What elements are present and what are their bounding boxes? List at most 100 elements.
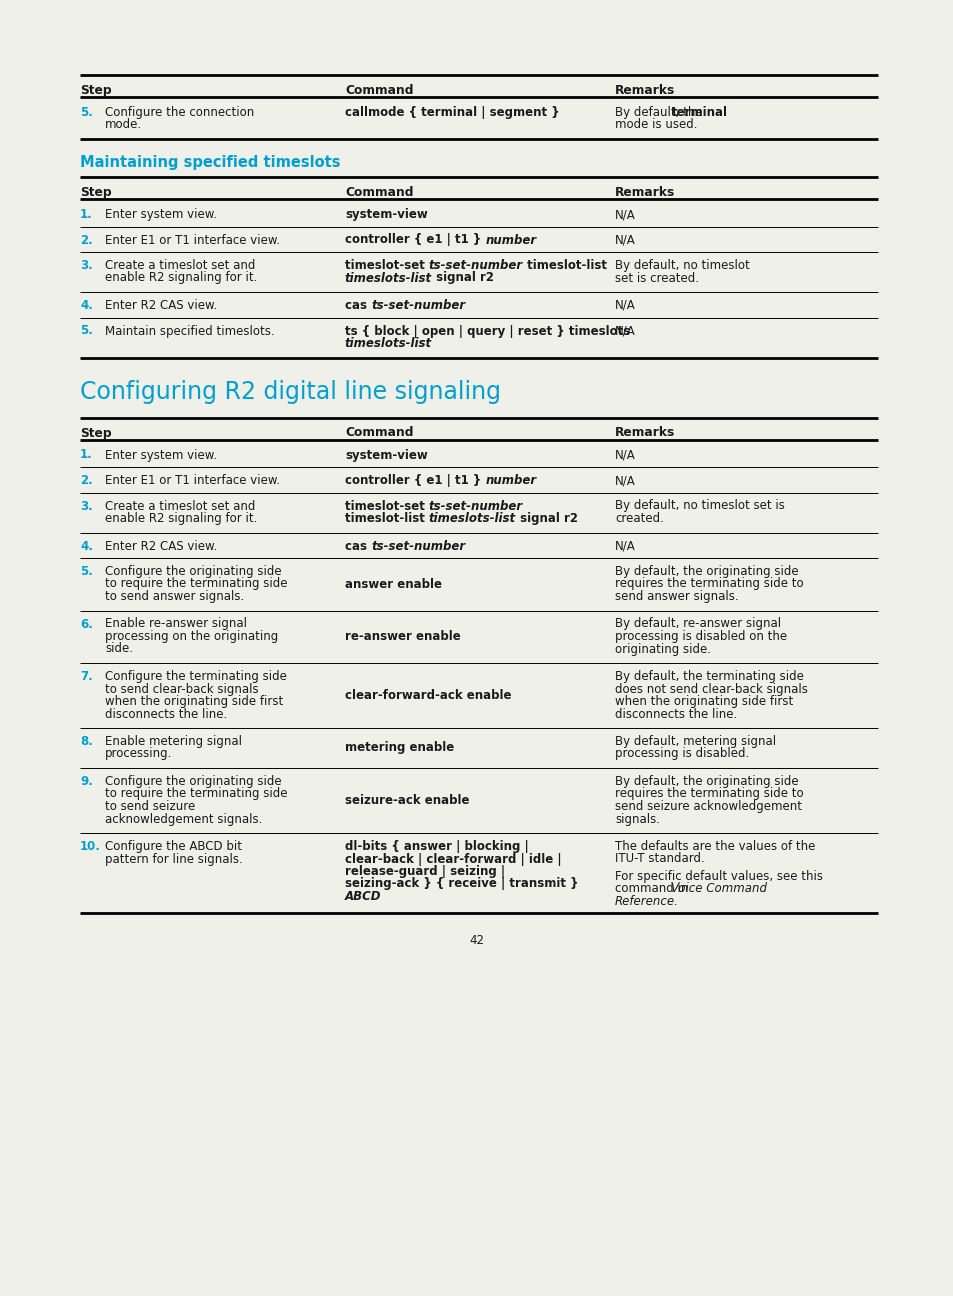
Text: dl-bits { answer | blocking |: dl-bits { answer | blocking | [345,840,528,853]
Text: Configuring R2 digital line signaling: Configuring R2 digital line signaling [80,380,500,403]
Text: mode is used.: mode is used. [615,118,697,131]
Text: requires the terminating side to: requires the terminating side to [615,578,802,591]
Text: 1.: 1. [80,207,92,222]
Text: 2.: 2. [80,233,92,246]
Text: mode.: mode. [105,118,142,131]
Text: For specific default values, see this: For specific default values, see this [615,870,822,883]
Text: Command: Command [345,84,413,97]
Text: system-view: system-view [345,448,427,461]
Text: 10.: 10. [80,840,101,853]
Text: By default, no timeslot: By default, no timeslot [615,259,749,272]
Text: 4.: 4. [80,539,92,552]
Text: By default, the: By default, the [615,106,705,119]
Text: timeslot-list: timeslot-list [345,512,429,525]
Text: processing is disabled on the: processing is disabled on the [615,630,786,643]
Text: ts-set-number: ts-set-number [429,259,522,272]
Text: 5.: 5. [80,324,92,337]
Text: By default, metering signal: By default, metering signal [615,735,776,748]
Text: Step: Step [80,187,112,200]
Text: set is created.: set is created. [615,271,699,285]
Text: Reference.: Reference. [615,896,679,908]
Text: 6.: 6. [80,617,92,630]
Text: requires the terminating side to: requires the terminating side to [615,788,802,801]
Text: Enter system view.: Enter system view. [105,448,216,461]
Text: terminal: terminal [671,106,727,119]
Text: disconnects the line.: disconnects the line. [105,708,227,721]
Text: when the originating side first: when the originating side first [615,695,792,708]
Text: 5.: 5. [80,565,92,578]
Text: 7.: 7. [80,670,92,683]
Text: created.: created. [615,512,663,525]
Text: N/A: N/A [615,324,635,337]
Text: system-view: system-view [345,207,427,222]
Text: Remarks: Remarks [615,187,675,200]
Text: Configure the terminating side: Configure the terminating side [105,670,287,683]
Text: By default, the terminating side: By default, the terminating side [615,670,803,683]
Text: acknowledgement signals.: acknowledgement signals. [105,813,262,826]
Text: cas: cas [345,539,371,552]
Text: 42: 42 [469,934,484,947]
Text: timeslots-list: timeslots-list [345,337,432,350]
Text: timeslot-list: timeslot-list [522,259,606,272]
Text: number: number [485,233,536,246]
Text: ITU-T standard.: ITU-T standard. [615,853,704,866]
Text: N/A: N/A [615,207,635,222]
Text: enable R2 signaling for it.: enable R2 signaling for it. [105,271,257,285]
Text: enable R2 signaling for it.: enable R2 signaling for it. [105,512,257,525]
Text: N/A: N/A [615,539,635,552]
Text: controller { e1 | t1 }: controller { e1 | t1 } [345,474,485,487]
Text: Configure the ABCD bit: Configure the ABCD bit [105,840,242,853]
Text: The defaults are the values of the: The defaults are the values of the [615,840,815,853]
Text: clear-back | clear-forward | idle |: clear-back | clear-forward | idle | [345,853,561,866]
Text: ts { block | open | query | reset } timeslots: ts { block | open | query | reset } time… [345,324,630,337]
Text: send answer signals.: send answer signals. [615,590,738,603]
Text: processing is disabled.: processing is disabled. [615,748,748,761]
Text: timeslots-list: timeslots-list [345,271,432,285]
Text: seizure-ack enable: seizure-ack enable [345,793,469,806]
Text: Configure the originating side: Configure the originating side [105,565,281,578]
Text: signal r2: signal r2 [516,512,578,525]
Text: N/A: N/A [615,233,635,246]
Text: send seizure acknowledgement: send seizure acknowledgement [615,800,801,813]
Text: to send answer signals.: to send answer signals. [105,590,244,603]
Text: Step: Step [80,426,112,439]
Text: Voice Command: Voice Command [670,883,766,896]
Text: ts-set-number: ts-set-number [371,539,465,552]
Text: N/A: N/A [615,474,635,487]
Text: 3.: 3. [80,499,92,512]
Text: N/A: N/A [615,299,635,312]
Text: controller { e1 | t1 }: controller { e1 | t1 } [345,233,485,246]
Text: to send clear-back signals: to send clear-back signals [105,683,258,696]
Text: re-answer enable: re-answer enable [345,630,460,643]
Text: By default, the originating side: By default, the originating side [615,775,798,788]
Text: ts-set-number: ts-set-number [429,499,522,512]
Text: Maintaining specified timeslots: Maintaining specified timeslots [80,156,340,170]
Text: processing on the originating: processing on the originating [105,630,278,643]
Text: pattern for line signals.: pattern for line signals. [105,853,242,866]
Text: Enter R2 CAS view.: Enter R2 CAS view. [105,539,217,552]
Text: Configure the connection: Configure the connection [105,106,254,119]
Text: number: number [485,474,536,487]
Text: Enter E1 or T1 interface view.: Enter E1 or T1 interface view. [105,474,280,487]
Text: release-guard | seizing |: release-guard | seizing | [345,864,504,877]
Text: signals.: signals. [615,813,659,826]
Text: to require the terminating side: to require the terminating side [105,578,287,591]
Text: Enter E1 or T1 interface view.: Enter E1 or T1 interface view. [105,233,280,246]
Text: command in: command in [615,883,691,896]
Text: disconnects the line.: disconnects the line. [615,708,737,721]
Text: timeslot-set: timeslot-set [345,259,429,272]
Text: timeslot-set: timeslot-set [345,499,429,512]
Text: signal r2: signal r2 [432,271,494,285]
Text: when the originating side first: when the originating side first [105,695,283,708]
Text: 4.: 4. [80,299,92,312]
Text: processing.: processing. [105,748,172,761]
Text: Configure the originating side: Configure the originating side [105,775,281,788]
Text: does not send clear-back signals: does not send clear-back signals [615,683,807,696]
Text: to send seizure: to send seizure [105,800,195,813]
Text: callmode { terminal | segment }: callmode { terminal | segment } [345,106,559,119]
Text: clear-forward-ack enable: clear-forward-ack enable [345,688,511,701]
Text: ABCD: ABCD [345,890,381,903]
Text: Step: Step [80,84,112,97]
Text: By default, re-answer signal: By default, re-answer signal [615,617,781,630]
Text: Command: Command [345,426,413,439]
